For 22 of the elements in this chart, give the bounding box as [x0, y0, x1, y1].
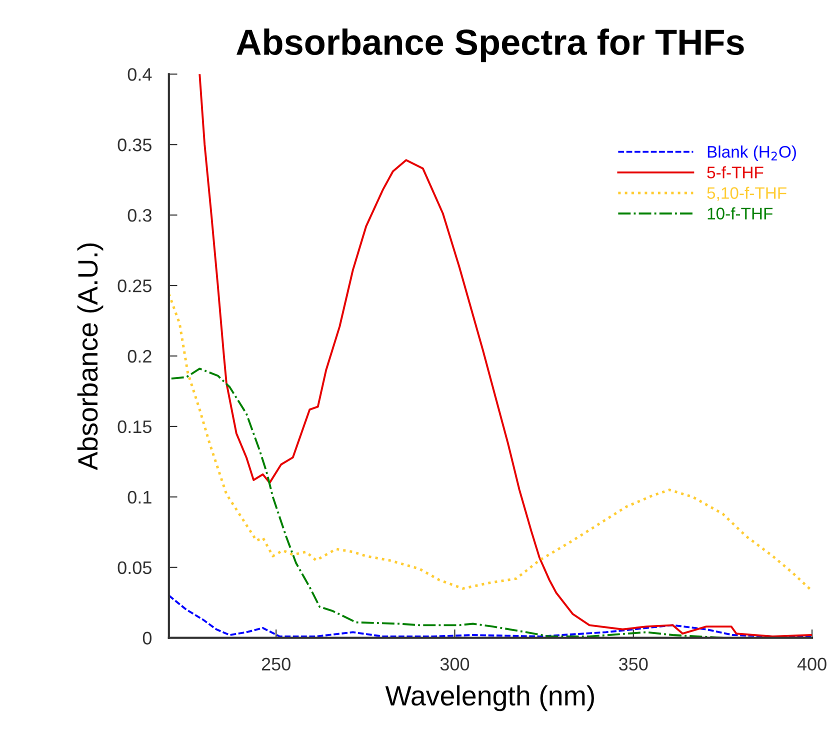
line-series [198, 74, 812, 638]
y-axis-title: Absorbance (A.U.) [77, 243, 104, 470]
legend-label: 5,10-f-THF [707, 186, 786, 201]
y-tick-label: 0.15 [118, 420, 152, 434]
legend-label: 10-f-THF [708, 207, 773, 220]
y-tick-label: 0.4 [128, 68, 152, 81]
y-tick-label: 0.3 [128, 208, 152, 222]
legend-label: Blank (H$_{2}$O) [708, 146, 796, 162]
legend-label: 5-f-THF [707, 166, 764, 178]
x-tick-label: 400 [797, 658, 826, 671]
chart-title: Absorbance Spectra for THFs [236, 28, 744, 62]
x-tick-label: 300 [440, 658, 470, 671]
line-series [168, 292, 812, 592]
x-axis-title: Wavelength (nm) [385, 685, 594, 712]
y-tick-label: 0.25 [118, 279, 152, 292]
y-tick-label: 0 [142, 632, 152, 645]
y-tick-label: 0.05 [118, 561, 152, 574]
x-tick-label: 250 [262, 658, 290, 671]
y-tick-label: 0.2 [128, 350, 152, 363]
y-tick-label: 0.1 [128, 490, 152, 504]
y-tick-label: 0.35 [118, 138, 152, 152]
x-tick-label: 350 [619, 658, 648, 671]
